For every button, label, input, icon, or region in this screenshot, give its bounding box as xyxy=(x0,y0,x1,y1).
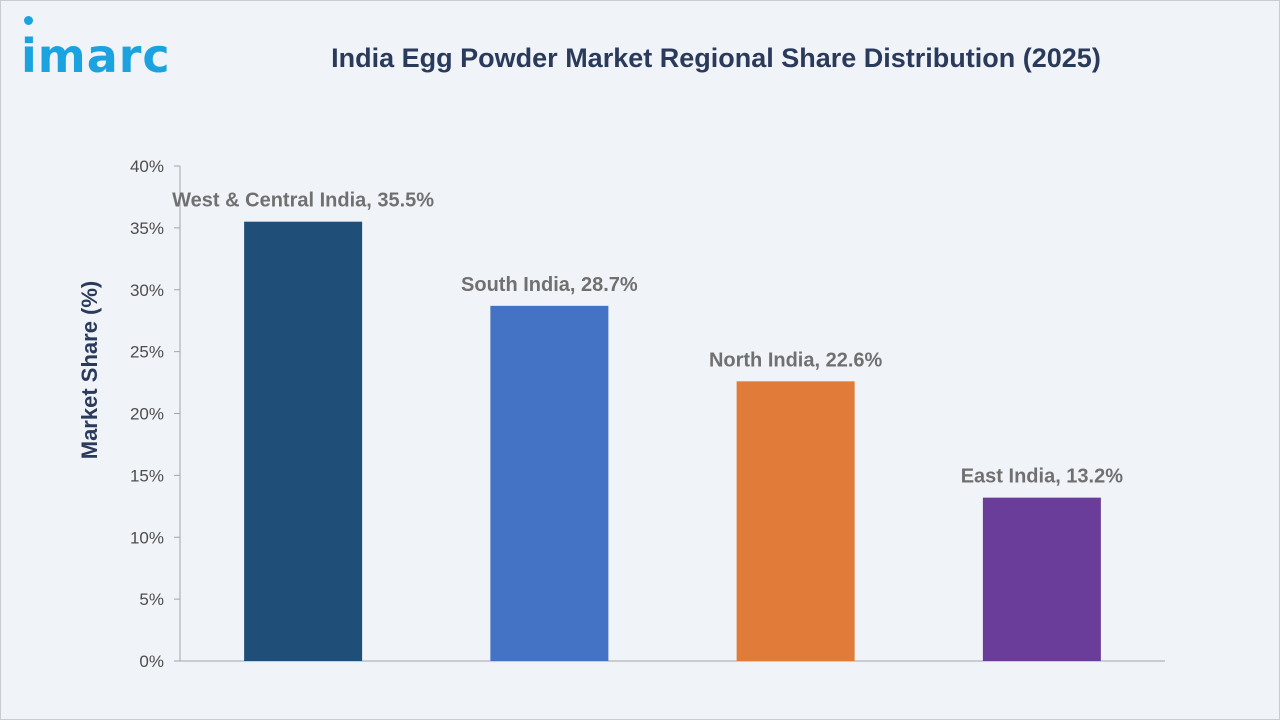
y-tick-label: 20% xyxy=(130,405,164,424)
y-tick-label: 5% xyxy=(139,590,164,609)
bar xyxy=(982,497,1101,661)
y-tick-label: 35% xyxy=(130,219,164,238)
data-labels: West & Central India, 35.5% South India, … xyxy=(172,190,1123,488)
y-tick-label: 25% xyxy=(130,343,164,362)
chart-title: India Egg Powder Market Regional Share D… xyxy=(331,43,1101,73)
data-label: North India, 22.6% xyxy=(709,349,883,371)
logo-dot xyxy=(24,16,33,25)
bar xyxy=(736,381,855,661)
bar xyxy=(244,221,363,661)
data-label: West & Central India, 35.5% xyxy=(172,190,434,212)
data-label: East India, 13.2% xyxy=(961,466,1124,488)
y-tick-label: 10% xyxy=(130,528,164,547)
y-tick-label: 40% xyxy=(130,157,164,176)
imarc-logo: imarc xyxy=(21,29,171,83)
y-axis-title: Market Share (%) xyxy=(77,281,102,460)
bars xyxy=(244,221,1101,661)
y-tick-label: 15% xyxy=(130,466,164,485)
y-tick-label: 30% xyxy=(130,281,164,300)
data-label: South India, 28.7% xyxy=(461,274,638,296)
y-tick-label: 0% xyxy=(139,652,164,671)
bar xyxy=(490,305,609,661)
